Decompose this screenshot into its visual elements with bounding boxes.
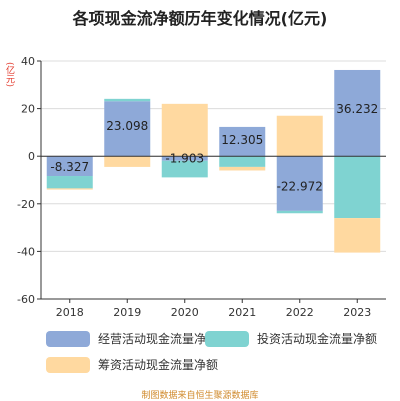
bar-2019-series-1 <box>104 98 151 102</box>
y-tick-label: 40 <box>21 55 35 68</box>
bar-2023-series-2 <box>334 218 381 253</box>
bar-2021-series-1 <box>219 156 266 167</box>
legend-item-investing[interactable]: 投资活动现金流量净额 <box>205 330 377 347</box>
legend-swatch-financing <box>46 356 90 373</box>
data-label: 36.232 <box>336 102 378 116</box>
bar-2023-series-1 <box>334 156 381 219</box>
data-label: 23.098 <box>106 119 148 133</box>
legend-label-investing: 投资活动现金流量净额 <box>257 332 378 346</box>
bar-2021-series-0 <box>219 126 266 157</box>
y-tick-label: -40 <box>17 245 35 258</box>
legend-label-financing: 筹资活动现金流量净额 <box>98 358 219 372</box>
x-tick-label: 2020 <box>171 306 199 319</box>
x-tick-label: 2019 <box>113 306 141 319</box>
x-tick-label: 2023 <box>343 306 371 319</box>
bar-2022-series-0 <box>276 156 323 211</box>
bar-2022-series-2 <box>276 115 323 157</box>
x-tick-label: 2022 <box>286 306 314 319</box>
bar-2022-series-1 <box>276 210 323 214</box>
bar-2018-series-2 <box>46 188 93 190</box>
data-label: 12.305 <box>221 133 263 147</box>
legend: 经营活动现金流量净额 投资活动现金流量净额 筹资活动现金流量净额 <box>0 330 400 380</box>
y-tick-label: -20 <box>17 198 35 211</box>
bar-2018-series-0 <box>46 156 93 177</box>
legend-item-operating[interactable]: 经营活动现金流量净额 <box>46 330 218 347</box>
bar-2020-series-2 <box>161 103 208 157</box>
x-tick-label: 2018 <box>56 306 84 319</box>
legend-swatch-investing <box>205 330 249 347</box>
data-label: -8.327 <box>50 160 89 174</box>
bar-2020-series-1 <box>161 160 208 178</box>
bars <box>46 69 381 253</box>
data-label: -22.972 <box>277 179 323 193</box>
y-tick-label: -60 <box>17 293 35 306</box>
bar-2020-series-0 <box>161 156 208 161</box>
legend-swatch-operating <box>46 330 90 347</box>
axes: 40 20 0 -20 -40 -60 2018 2019 2020 2021 2022 2023 <box>17 55 386 319</box>
bar-2021-series-2 <box>219 166 266 171</box>
bar-2019-series-2 <box>104 156 151 167</box>
y-tick-label: 0 <box>28 150 35 163</box>
source-note: 制图数据来自恒生聚源数据库 <box>141 391 259 401</box>
data-label: -1.903 <box>165 152 204 166</box>
bar-2023-series-0 <box>334 69 381 157</box>
x-tick-label: 2021 <box>228 306 256 319</box>
legend-item-financing[interactable]: 筹资活动现金流量净额 <box>46 356 218 373</box>
chart-title: 各项现金流净额历年变化情况(亿元) <box>72 9 328 28</box>
bar-2018-series-1 <box>46 176 93 189</box>
y-axis-unit-label: (亿元) <box>4 62 14 88</box>
chart-plot: 40 20 0 -20 -40 -60 2018 2019 2020 2021 2022 2023 -… <box>17 55 386 319</box>
data-labels: -8.327 23.098 -1.903 12.305 -22.972 36.232 <box>50 102 378 193</box>
y-tick-label: 20 <box>21 103 35 116</box>
legend-label-operating: 经营活动现金流量净额 <box>98 332 219 346</box>
bar-2019-series-0 <box>104 101 151 157</box>
